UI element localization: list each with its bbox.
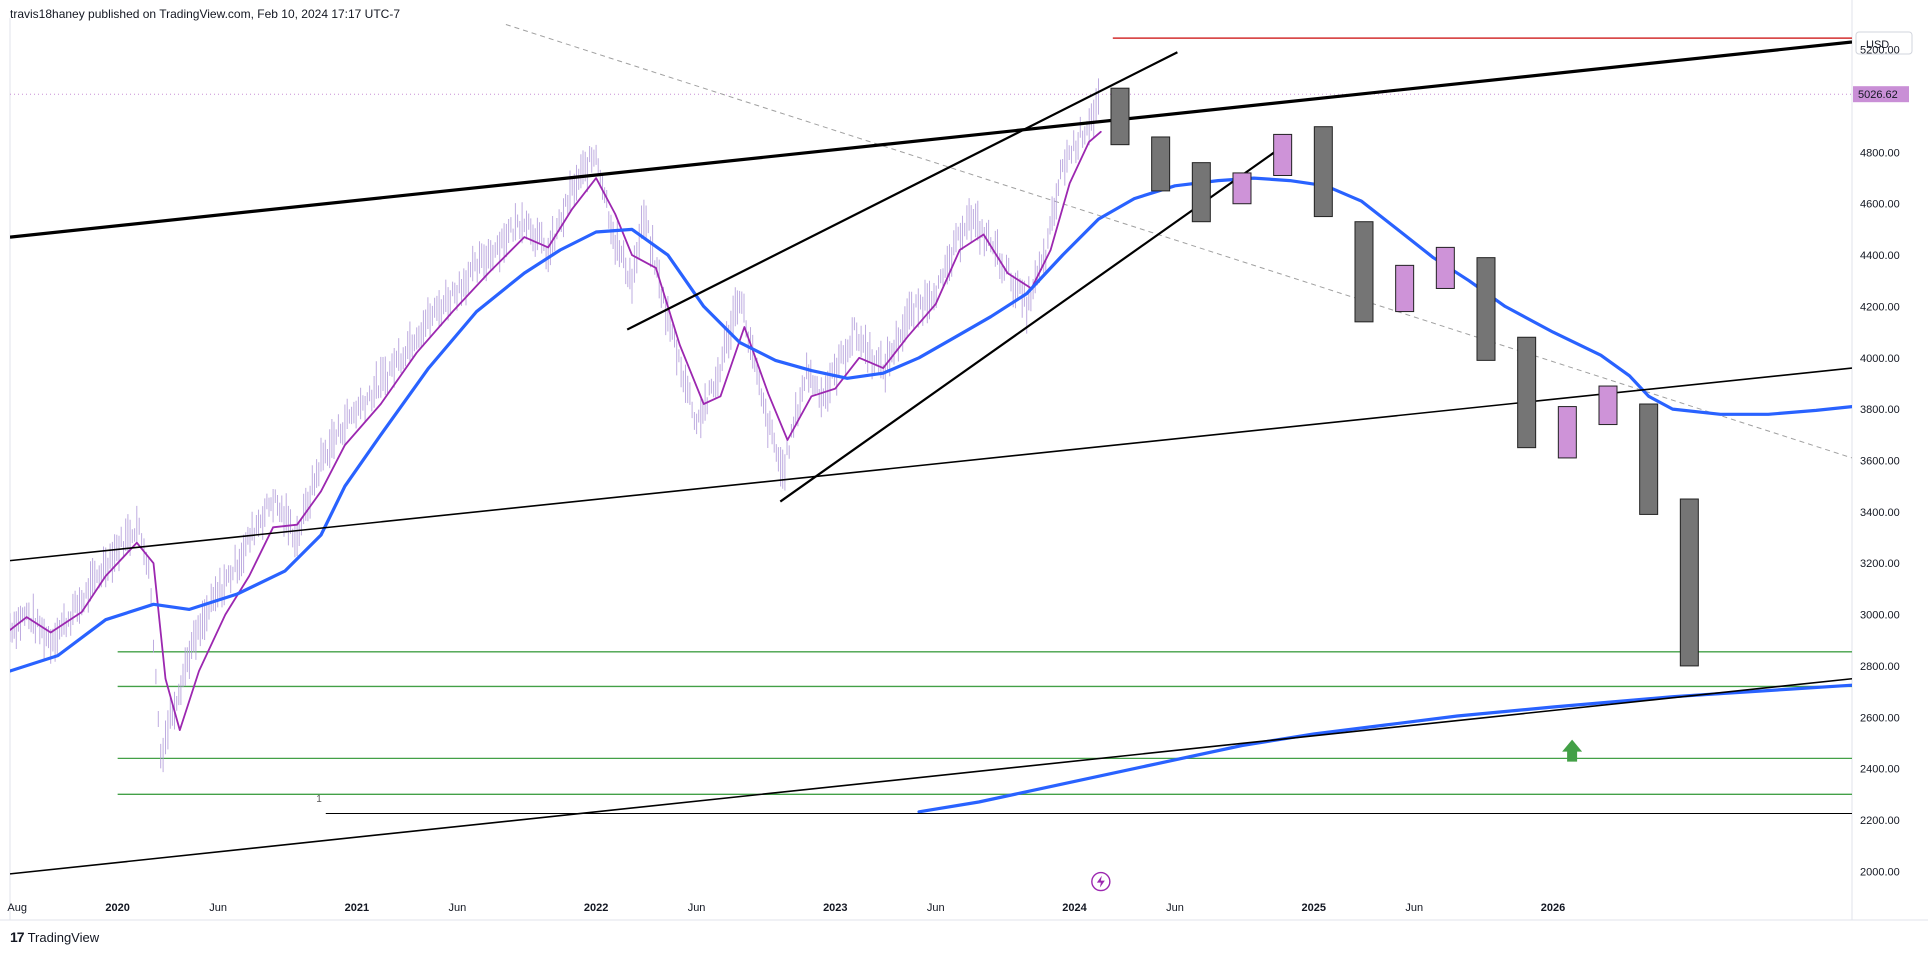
tradingview-logo-icon: 17	[10, 929, 25, 945]
trend-line[interactable]	[10, 677, 1852, 875]
projected-candle[interactable]	[1273, 133, 1293, 176]
price-tick-label: 3800.00	[1860, 404, 1900, 416]
projected-candle[interactable]	[1598, 385, 1618, 426]
time-tick-label: Jun	[1405, 902, 1423, 914]
ma-line-short-ma[interactable]	[10, 130, 1102, 731]
projected-candle[interactable]	[1313, 126, 1333, 218]
time-tick-label: 2025	[1302, 902, 1326, 914]
time-tick-label: 2021	[345, 902, 369, 914]
price-tick-label: 2200.00	[1860, 815, 1900, 827]
price-tick-label: 2000.00	[1860, 866, 1900, 878]
projected-candle[interactable]	[1517, 336, 1537, 449]
price-tick-label: 4200.00	[1860, 301, 1900, 313]
annotation-label: 1	[316, 794, 322, 805]
price-tick-label: 2400.00	[1860, 764, 1900, 776]
price-tick-label: 2800.00	[1860, 661, 1900, 673]
ma-line-long-ma[interactable]	[10, 176, 1852, 673]
plot-layer: 1	[10, 0, 1852, 892]
time-tick-label: Jun	[1166, 902, 1184, 914]
price-tick-label: 2600.00	[1860, 712, 1900, 724]
projected-candle[interactable]	[1435, 246, 1455, 289]
price-tick-label: 4000.00	[1860, 353, 1900, 365]
time-tick-label: Jun	[927, 902, 945, 914]
flash-icon-bolt	[1096, 875, 1105, 888]
last-price-label: 5026.62	[1858, 89, 1898, 101]
projected-candle[interactable]	[1476, 257, 1496, 361]
time-tick-label: 2024	[1062, 902, 1087, 914]
projected-candle[interactable]	[1639, 403, 1659, 515]
ma-line-projected-ma[interactable]	[917, 683, 1852, 814]
time-tick-label: Aug	[7, 902, 27, 914]
arrow-up-icon[interactable]	[1562, 739, 1583, 762]
dashed-trend-line[interactable]	[369, 0, 1852, 459]
time-tick-label: Jun	[688, 902, 706, 914]
time-tick-label: 2022	[584, 902, 608, 914]
time-tick-label: Jun	[209, 902, 227, 914]
projected-candle[interactable]	[1354, 221, 1374, 323]
time-tick-label: 2026	[1541, 902, 1565, 914]
price-tick-label: 4800.00	[1860, 147, 1900, 159]
projected-candle[interactable]	[1110, 87, 1130, 146]
price-tick-label: 3400.00	[1860, 507, 1900, 519]
time-tick-label: Jun	[448, 902, 466, 914]
publish-info: travis18haney published on TradingView.c…	[10, 7, 401, 21]
price-tick-label: 3200.00	[1860, 558, 1900, 570]
trend-line[interactable]	[10, 367, 1852, 562]
projected-candle[interactable]	[1232, 172, 1252, 205]
projected-candle[interactable]	[1679, 498, 1699, 667]
brand-name: TradingView	[27, 929, 100, 945]
projected-candle[interactable]	[1191, 162, 1211, 223]
price-tick-label: 3600.00	[1860, 456, 1900, 468]
time-tick-label: 2020	[105, 902, 129, 914]
price-tick-label: 4400.00	[1860, 250, 1900, 262]
projected-candle[interactable]	[1151, 136, 1171, 192]
price-tick-label: 3000.00	[1860, 610, 1900, 622]
price-bars[interactable]	[10, 78, 1099, 773]
currency-label[interactable]: USD	[1866, 39, 1889, 51]
price-tick-label: 4600.00	[1860, 199, 1900, 211]
price-tick-label: 5200.00	[1860, 45, 1900, 57]
tradingview-brand[interactable]: 17 TradingView	[10, 929, 99, 945]
currency-box[interactable]	[1855, 31, 1913, 55]
trend-line[interactable]	[10, 40, 1852, 239]
last-price-badge[interactable]	[1853, 86, 1909, 103]
time-tick-label: 2023	[823, 902, 847, 914]
projected-candle[interactable]	[1395, 264, 1415, 313]
projected-candle[interactable]	[1557, 406, 1577, 459]
trend-line[interactable]	[626, 51, 1178, 331]
